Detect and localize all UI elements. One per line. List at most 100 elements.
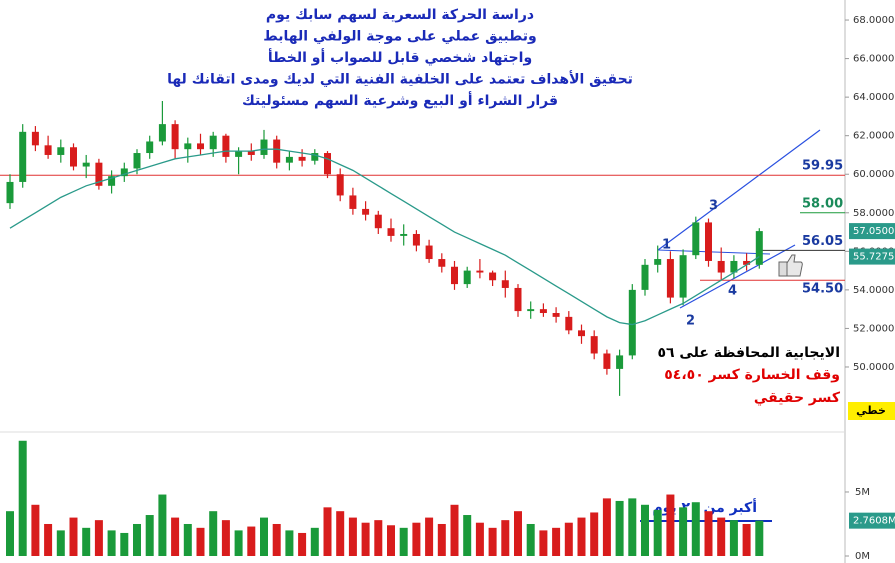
candle-body [730, 260, 738, 273]
price-tag-label: 55.7275 [853, 252, 894, 263]
volume-bar [209, 511, 218, 556]
candles [6, 100, 763, 396]
candle-body [400, 233, 408, 236]
volume-bar [526, 523, 535, 556]
annotation: وقف الخسارة كسر ٥٤،٥٠ [664, 367, 840, 383]
candle-body [717, 260, 725, 273]
price-tag [849, 248, 895, 265]
price-tag-label: 57.0500 [853, 226, 894, 237]
y-tick-label: 62.0000 [853, 131, 894, 142]
volume-bar [56, 530, 65, 556]
volume-bar [82, 527, 91, 556]
volume-bar [348, 517, 357, 556]
volume-bar [44, 523, 53, 556]
candle-body [349, 195, 357, 209]
candle-body [222, 135, 230, 157]
volume-bar [691, 502, 700, 556]
candle-body [603, 353, 611, 369]
candle-body [95, 162, 103, 186]
volume-bar [437, 523, 446, 556]
volume-bar [361, 522, 370, 556]
candle-body [387, 228, 395, 236]
candle-body [298, 156, 306, 161]
candle-body [527, 309, 535, 312]
candle-body [19, 131, 27, 182]
volume-bar [514, 511, 522, 556]
candle-body [755, 231, 763, 265]
volume-bar [387, 525, 395, 556]
volume-bar [31, 504, 40, 556]
channel-line [657, 129, 821, 251]
volume-bar [475, 522, 484, 556]
wave-label: 4 [728, 284, 737, 299]
annotation: الايجابية المحافظة على ٥٦ [657, 345, 840, 361]
candle-body [476, 270, 484, 273]
price-tag [849, 223, 895, 240]
volume-bar [6, 511, 14, 556]
y2-tick-label: 0M [855, 551, 870, 562]
candle-body [692, 222, 700, 256]
candle-body [273, 139, 281, 163]
volume-bar [577, 517, 586, 556]
volume-bar [425, 517, 434, 556]
volume-bar [196, 527, 205, 556]
candle-body [374, 214, 382, 229]
volume-bar [158, 494, 167, 556]
candle-body [565, 316, 573, 331]
volume-bar [590, 512, 599, 556]
y-tick-label: 54.0000 [853, 285, 894, 296]
candle-body [590, 336, 598, 354]
volume-bar [704, 511, 713, 556]
volume-bar [488, 527, 497, 556]
candle-body [616, 355, 624, 369]
candle-body [44, 145, 52, 155]
volume-bar [653, 509, 662, 556]
volume-bar [552, 527, 561, 556]
candle-body [57, 147, 65, 155]
moving-average [9, 148, 760, 326]
volume-bar [615, 500, 624, 556]
mode-label: خطي [856, 404, 886, 417]
volume-bar [171, 517, 180, 556]
volume-bar [742, 523, 751, 556]
candle-body [285, 156, 293, 163]
volume-bar [18, 440, 27, 556]
candle-body [463, 270, 471, 285]
candle-body [146, 141, 154, 154]
level-label: 58.00 [802, 196, 843, 211]
level-label: 59.95 [802, 159, 843, 174]
title-line: دراسة الحركة السعرية لسهم سابك يوم [266, 7, 534, 23]
volume-bar [666, 494, 675, 556]
candle-body [120, 168, 128, 177]
volume-bar [298, 532, 307, 556]
price-tag [849, 512, 895, 529]
volume-bar [412, 522, 421, 556]
y-tick-label: 64.0000 [853, 92, 894, 103]
title-line: قرار الشراء أو البيع وشرعية السهم مسئولي… [242, 91, 558, 109]
volume-bar [247, 526, 256, 556]
candle-body [6, 181, 14, 204]
volume-bar [501, 520, 510, 556]
volume-bar [463, 515, 472, 556]
volume-bar [69, 517, 78, 556]
volume-bar [755, 520, 764, 556]
candle-body [171, 124, 179, 150]
candle-body [70, 147, 77, 167]
candle-body [425, 245, 433, 260]
candle-body [666, 259, 674, 298]
candle-body [679, 255, 687, 298]
volume-bar [145, 515, 154, 556]
candle-body [324, 153, 331, 175]
wave-label: 2 [686, 314, 695, 329]
candle-body [209, 135, 217, 150]
volume-bar [679, 507, 688, 556]
volume-bar [94, 520, 103, 556]
candle-body [641, 264, 649, 290]
candle-body [247, 151, 255, 155]
candle-body [654, 259, 662, 265]
volume-bar [717, 517, 726, 556]
candle-body [501, 280, 509, 288]
volume-bar [260, 517, 268, 556]
volume-bar [310, 527, 319, 556]
